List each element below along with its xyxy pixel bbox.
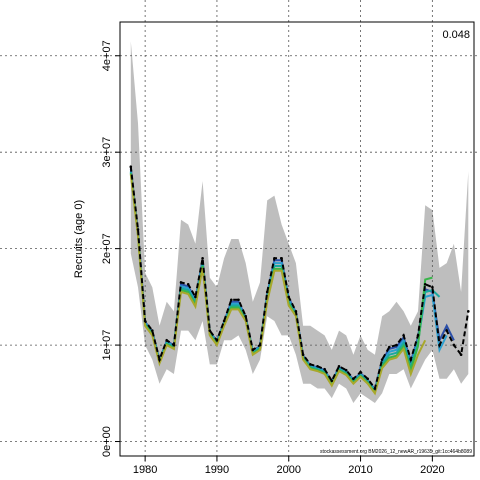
series-point-base bbox=[251, 348, 255, 352]
x-tick-label: 2000 bbox=[277, 464, 301, 476]
x-tick-label: 1990 bbox=[205, 464, 229, 476]
confidence-band-layer bbox=[130, 41, 469, 404]
series-layer bbox=[129, 165, 470, 396]
series-point-base bbox=[136, 228, 140, 231]
series-point-base bbox=[344, 368, 348, 372]
series-point-base bbox=[330, 379, 334, 383]
series-point-base bbox=[373, 387, 377, 390]
series-point-base bbox=[273, 257, 276, 260]
series-point-base bbox=[366, 377, 370, 381]
series-point-base bbox=[438, 343, 441, 347]
axis-layer: 1980 1990 2000 2010 2020 0e+00 1e+07 2e+07 3e+07… bbox=[101, 40, 445, 476]
series-point-base bbox=[445, 329, 449, 332]
series-point-base bbox=[337, 365, 341, 368]
series-point-base bbox=[265, 290, 269, 294]
series-point-base bbox=[230, 298, 233, 302]
series-point-base bbox=[467, 310, 470, 313]
series-point-base bbox=[222, 319, 226, 323]
series-point-base bbox=[151, 329, 154, 332]
x-tick-label: 1980 bbox=[133, 464, 157, 476]
y-tick-label: 4e+07 bbox=[101, 40, 113, 71]
series-point-base bbox=[316, 365, 319, 368]
series-point-base bbox=[359, 370, 362, 374]
y-axis-title: Recruits (age 0) bbox=[73, 200, 85, 278]
y-tick-label: 3e+07 bbox=[101, 137, 113, 168]
series-point-base bbox=[409, 358, 413, 361]
y-tick-label: 1e+07 bbox=[101, 330, 113, 361]
series-point-base bbox=[158, 358, 161, 361]
series-point-base bbox=[280, 257, 283, 260]
series-point-base bbox=[244, 314, 247, 318]
series-point-base bbox=[395, 343, 398, 347]
series-point-base bbox=[143, 319, 147, 323]
series-point-base bbox=[402, 334, 405, 337]
confidence-band bbox=[130, 41, 469, 404]
series-point-base bbox=[423, 283, 427, 286]
series-point-base bbox=[309, 363, 312, 366]
series-point-base bbox=[208, 329, 212, 332]
series-point-base bbox=[179, 281, 183, 284]
series-point-base bbox=[165, 339, 168, 342]
series-point-base bbox=[201, 257, 204, 260]
series-point-base bbox=[237, 298, 240, 302]
series-point-base bbox=[215, 339, 219, 342]
series-point-base bbox=[380, 358, 384, 361]
series-point-base bbox=[301, 353, 305, 357]
series-point-base bbox=[294, 310, 298, 313]
series-point-base bbox=[186, 283, 190, 286]
series-point-base bbox=[431, 285, 434, 289]
grid-layer bbox=[0, 0, 480, 470]
series-point-base bbox=[258, 343, 262, 347]
y-tick-label: 2e+07 bbox=[101, 233, 113, 264]
series-line-peel_5 bbox=[129, 174, 427, 396]
series-point-base bbox=[129, 165, 133, 168]
y-tick-label: 0e+00 bbox=[101, 426, 113, 457]
x-tick-label: 2010 bbox=[348, 464, 372, 476]
series-point-base bbox=[287, 295, 291, 299]
series-point-base bbox=[323, 367, 326, 371]
x-tick-label: 2020 bbox=[420, 464, 444, 476]
series-point-base bbox=[388, 345, 391, 349]
series-point-base bbox=[352, 377, 355, 381]
footer-source-text: stockassessment.org BM2026_12_newAR_r196… bbox=[320, 449, 472, 455]
series-point-base bbox=[194, 295, 197, 299]
plot-frame bbox=[119, 21, 475, 457]
series-point-base bbox=[172, 343, 176, 347]
series-point-base bbox=[416, 334, 420, 337]
series-point-base bbox=[452, 343, 456, 347]
series-point-base bbox=[459, 353, 463, 357]
corner-value-label: 0.048 bbox=[442, 29, 470, 41]
